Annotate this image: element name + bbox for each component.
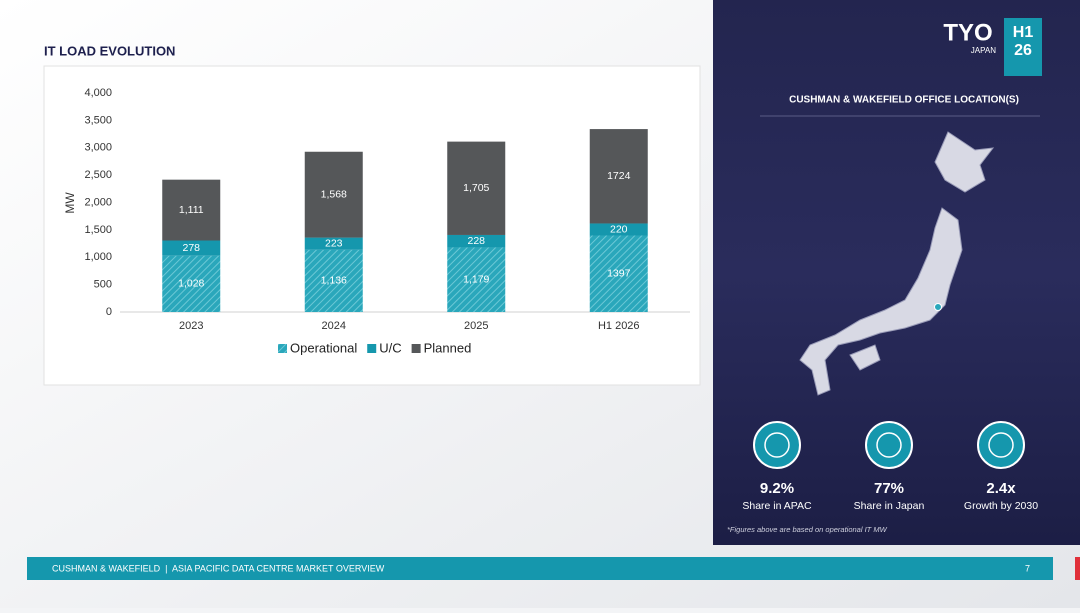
y-tick-label: 4,000	[84, 87, 112, 99]
bar-segment	[447, 234, 506, 248]
note: *Figures above are based on operational …	[727, 525, 888, 534]
stat-label: Share in Japan	[854, 500, 925, 512]
data-label: 1397	[607, 268, 631, 280]
chart: 0 500 1,000 1,500 2,000 2,500 3,000 3,500 4,000 M…	[63, 87, 690, 355]
y-tick-label: 1,000	[84, 251, 112, 263]
bar-segment	[162, 240, 221, 256]
y-tick-label: 3,000	[84, 142, 112, 154]
y-tick-label: 0	[106, 306, 112, 318]
bar-segment	[162, 179, 221, 241]
footer-bar	[27, 557, 1053, 580]
period-badge	[1004, 18, 1042, 76]
bar-segment	[304, 151, 363, 238]
japan-map	[799, 131, 995, 396]
x-tick-label: 2025	[464, 320, 488, 332]
legend-swatch	[367, 344, 377, 353]
y-tick-label: 2,000	[84, 196, 112, 208]
stat-icon-inner	[764, 432, 790, 458]
stat-icon	[865, 421, 913, 469]
bar-segment	[589, 223, 648, 236]
y-tick-label: 500	[94, 279, 112, 291]
map-title: CUSHMAN & WAKEFIELD OFFICE LOCATION(S)	[789, 95, 1019, 106]
data-label: 223	[325, 237, 343, 249]
data-label: 228	[467, 235, 485, 247]
stat-label: Growth by 2030	[964, 500, 1038, 512]
country: JAPAN	[971, 46, 996, 55]
page-number: 7	[1025, 563, 1030, 573]
footer-accent	[1075, 557, 1080, 580]
bar-segment	[589, 235, 648, 312]
legend-label: Planned	[424, 340, 472, 355]
stat-value: 2.4x	[986, 480, 1016, 497]
legend-swatch	[278, 344, 287, 353]
stats: 9.2% Share in APAC 77% Share in Japan 2.4x Gr…	[742, 421, 1038, 512]
period-top: H1	[1013, 24, 1034, 41]
period-bottom: 26	[1014, 42, 1032, 59]
y-tick-label: 2,500	[84, 169, 112, 181]
data-label: 1,136	[321, 275, 347, 287]
bar-segment	[447, 247, 506, 312]
stat-value: 9.2%	[760, 480, 794, 497]
stat-value: 77%	[874, 480, 904, 497]
office-marker	[934, 303, 942, 311]
data-label: 1724	[607, 170, 631, 182]
bar-segment	[304, 249, 363, 312]
footer-text: CUSHMAN & WAKEFIELD | ASIA PACIFIC DATA …	[52, 563, 385, 573]
city-code: TYO	[943, 19, 992, 46]
x-tick-label: 2024	[322, 320, 346, 332]
legend-label: Operational	[290, 340, 357, 355]
section-title: IT LOAD EVOLUTION	[44, 43, 175, 58]
x-tick-label: H1 2026	[598, 320, 640, 332]
data-label: 1,111	[179, 204, 204, 216]
legend-swatch	[411, 344, 421, 353]
x-tick-label: 2023	[179, 320, 203, 332]
y-tick-label: 1,500	[84, 224, 112, 236]
data-label: 1,179	[463, 274, 489, 286]
stat-icon-inner	[876, 432, 902, 458]
bar-segment	[304, 237, 363, 250]
data-label: 278	[182, 242, 200, 254]
data-label: 1,028	[178, 278, 204, 290]
data-label: 1,705	[463, 182, 489, 194]
stat-icon	[753, 421, 801, 469]
bar-segment	[589, 129, 648, 224]
y-tick-label: 3,500	[84, 114, 112, 126]
data-label: 1,568	[321, 188, 347, 200]
stat-icon	[977, 421, 1025, 469]
y-axis-label: MW	[63, 192, 77, 214]
bar-segment	[162, 255, 221, 312]
legend-label: U/C	[379, 340, 401, 355]
stat-label: Share in APAC	[742, 500, 812, 512]
stat-icon-inner	[988, 432, 1014, 458]
data-label: 220	[610, 223, 628, 235]
bar-segment	[447, 141, 506, 235]
